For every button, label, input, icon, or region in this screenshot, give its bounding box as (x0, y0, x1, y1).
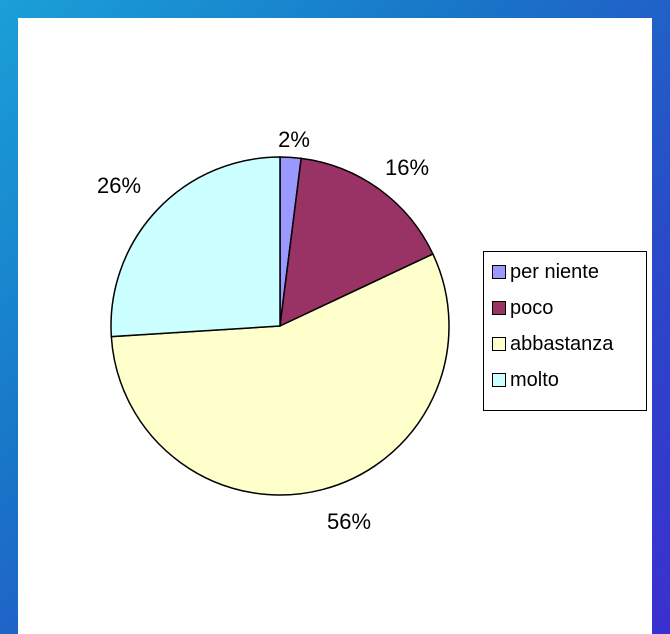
pie-slice-poco (279, 157, 434, 328)
legend-label-abbastanza: abbastanza (510, 332, 614, 355)
legend-item-abbastanza: abbastanza (492, 332, 613, 356)
legend-swatch-per-niente (492, 265, 506, 279)
pie-slice-molto (110, 156, 281, 338)
legend-item-molto: molto (492, 368, 559, 392)
legend-swatch-molto (492, 373, 506, 387)
data-label-per-niente: 2% (278, 127, 310, 152)
legend: per niente poco abbastanza molto (483, 251, 647, 411)
legend-item-poco: poco (492, 296, 553, 320)
legend-swatch-poco (492, 301, 506, 315)
pie-slice-abbastanza (110, 253, 450, 496)
legend-label-per-niente: per niente (510, 260, 599, 283)
data-label-molto: 26% (97, 173, 141, 198)
data-label-abbastanza: 56% (327, 509, 371, 534)
legend-label-molto: molto (510, 368, 559, 391)
legend-item-per-niente: per niente (492, 260, 599, 284)
legend-swatch-abbastanza (492, 337, 506, 351)
legend-label-poco: poco (510, 296, 554, 319)
data-label-poco: 16% (385, 155, 429, 180)
